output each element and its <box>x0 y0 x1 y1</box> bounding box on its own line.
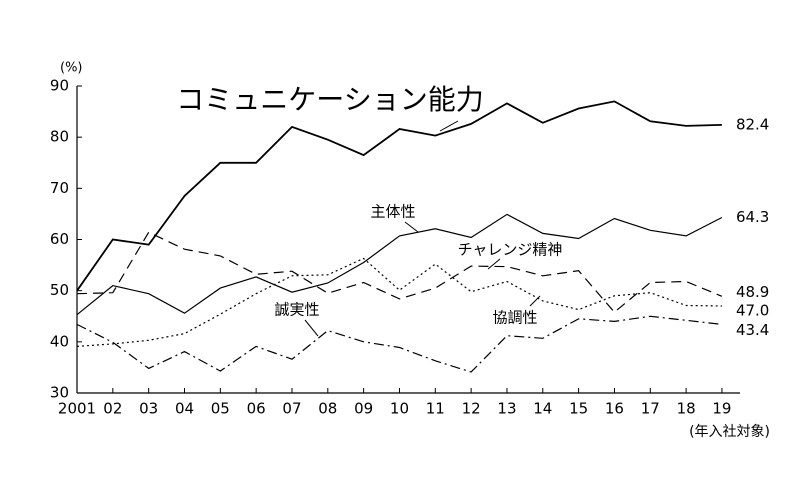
series-line <box>76 257 722 347</box>
leader-line <box>404 221 419 233</box>
value-label: 43.4 <box>736 321 769 339</box>
series-line <box>76 213 723 316</box>
x-tick-label: 07 <box>282 400 301 418</box>
x-tick-label: 14 <box>533 400 552 418</box>
series-label: コミュニケーション能力 <box>176 83 483 116</box>
x-tick-label: 03 <box>139 400 158 418</box>
series-label: 主体性 <box>370 203 415 221</box>
x-tick-label: 17 <box>641 400 660 418</box>
y-unit: (%) <box>60 61 83 76</box>
x-tick-label: 02 <box>103 400 122 418</box>
x-tick-label: 09 <box>354 400 373 418</box>
value-label: 82.4 <box>736 115 769 133</box>
series-label: 誠実性 <box>274 301 319 319</box>
value-label: 64.3 <box>736 208 769 226</box>
leader-line <box>304 319 319 337</box>
y-tick-label: 70 <box>50 179 69 197</box>
y-tick-label: 50 <box>50 281 69 299</box>
series-label: 協調性 <box>492 309 537 327</box>
x-tick-label: 06 <box>247 400 266 418</box>
x-tick-label: 18 <box>677 400 696 418</box>
series-line <box>76 315 722 373</box>
x-tick-label: 05 <box>211 400 230 418</box>
series-line <box>76 231 723 314</box>
x-tick-label: 19 <box>712 400 731 418</box>
y-tick-label: 90 <box>50 77 69 95</box>
y-tick-label: 60 <box>50 230 69 248</box>
x-tick-label: 04 <box>175 400 194 418</box>
series-label: チャレンジ精神 <box>458 241 563 259</box>
x-tick-label: 12 <box>462 400 481 418</box>
x-tick-label: 10 <box>390 400 409 418</box>
y-tick-label: 30 <box>50 384 69 402</box>
x-tick-label: 11 <box>426 400 445 418</box>
y-tick-label: 80 <box>50 128 69 146</box>
x-tick-label: 08 <box>318 400 337 418</box>
x-tick-label: 15 <box>569 400 588 418</box>
x-tick-label: 16 <box>605 400 624 418</box>
value-label: 47.0 <box>736 302 769 320</box>
series-line <box>76 100 722 292</box>
x-tick-label: 13 <box>497 400 516 418</box>
leader-line <box>487 258 501 270</box>
x-label: (年入社対象) <box>689 424 770 440</box>
leader-line <box>439 120 459 132</box>
y-tick-label: 40 <box>50 332 69 350</box>
leader-line <box>529 295 541 307</box>
value-label: 48.9 <box>736 283 769 301</box>
x-tick-label: 2001 <box>58 400 96 418</box>
